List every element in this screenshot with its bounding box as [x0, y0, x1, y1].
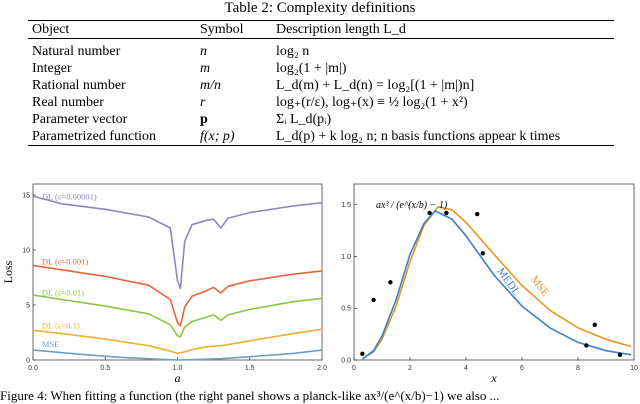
series-label-mse: MSE: [528, 274, 552, 299]
row-symbol: m: [200, 61, 211, 76]
x-tick-label: 1.5: [245, 365, 255, 372]
x-tick-label: 8: [576, 365, 580, 372]
formula-label: ax³ / (e^(x/b) − 1): [376, 200, 448, 211]
y-tick-label: 1.5: [341, 202, 351, 209]
data-point: [371, 297, 376, 303]
series-line-dl-0-00001-: [32, 195, 323, 290]
data-point: [480, 251, 485, 256]
series-label: DL (ε=0.00001): [42, 192, 97, 202]
x-tick-label: 6: [520, 365, 524, 372]
data-point: [617, 352, 623, 358]
table-row: Integer m log₂(1 + |m|): [28, 60, 614, 77]
table-row: Parameter vector p Σᵢ L_d(pᵢ): [28, 111, 614, 128]
y-tick-label: 10: [22, 248, 30, 255]
x-tick-label: 2.0: [317, 365, 327, 372]
series-line-dl-0-01-: [32, 294, 323, 338]
x-axis-label: x: [490, 371, 497, 385]
data-point: [584, 343, 589, 348]
row-desc: L_d(p) + k log₂ n; n basis functions app…: [272, 128, 614, 146]
header-description: Description length L_d: [272, 20, 614, 39]
row-desc: Σᵢ L_d(pᵢ): [276, 112, 332, 127]
data-point: [388, 280, 393, 285]
row-desc: log₂(1 + |m|): [276, 61, 347, 76]
row-symbol: n: [200, 44, 207, 59]
row-symbol: f(x; p): [196, 128, 272, 146]
complexity-table: Object Symbol Description length L_d Nat…: [28, 20, 614, 146]
y-tick-label: 0: [26, 358, 30, 365]
series-label: MSE: [42, 339, 59, 349]
data-point: [360, 351, 365, 356]
y-axis-label: Loss: [1, 260, 15, 283]
row-object: Natural number: [32, 44, 121, 59]
row-object: Parameter vector: [32, 112, 128, 127]
data-point: [444, 210, 449, 216]
table-row: Rational number m/n L_d(m) + L_d(n) = lo…: [28, 77, 614, 94]
row-desc: log₂ n: [276, 44, 310, 59]
y-tick-label: 0.5: [341, 306, 351, 313]
x-tick-label: 4: [464, 365, 468, 372]
y-tick-label: 5: [26, 303, 30, 310]
loss-vs-a-chart: 0.0 0.5 1.0 1.5 2.0 0 5 10 15 a Loss DL (ε=0.00001)…: [1, 183, 327, 385]
header-object: Object: [28, 20, 196, 39]
series-line-dl-0-1-: [32, 328, 323, 355]
row-desc: L_d(m) + L_d(n) = log₂[(1 + |m|)n]: [276, 78, 475, 93]
row-object: Real number: [32, 95, 104, 110]
table-caption: Table 2: Complexity definitions: [224, 0, 416, 16]
x-tick-label: 10: [630, 365, 638, 372]
series-label: DL (ε=0.1): [42, 320, 80, 330]
series-line-medl: [361, 210, 632, 360]
y-tick-label: 1.0: [341, 254, 351, 261]
series-line-mse: [361, 206, 632, 360]
series-line-mse: [32, 349, 323, 361]
x-tick-label: 2: [408, 365, 412, 372]
data-point: [592, 322, 597, 327]
data-point: [475, 211, 480, 217]
y-tick-label: 0.0: [341, 358, 351, 365]
table-row: Parametrized function f(x; p) L_d(p) + k…: [28, 128, 614, 146]
table-header-row: Object Symbol Description length L_d: [28, 20, 614, 39]
row-symbol: r: [200, 95, 206, 110]
x-tick-label: 1.0: [173, 365, 183, 372]
row-object: Parametrized function: [28, 128, 196, 146]
table-row: Natural number n log₂ n: [28, 39, 614, 61]
plot-frame: [353, 183, 635, 361]
x-tick-label: 0.5: [100, 365, 110, 372]
row-symbol: m/n: [200, 78, 221, 93]
series-line-dl-0-001-: [32, 264, 323, 327]
row-object: Rational number: [32, 78, 126, 93]
series-label: DL (ε=0.001): [42, 257, 88, 267]
figure-caption: Figure 4: When fitting a function (the r…: [0, 388, 500, 403]
x-tick-label: 0: [352, 365, 356, 372]
fit-chart: 0 2 4 6 8 10 0.0 0.5 1.0 1.5 x ax³ / (e^(x/b) − 1) M…: [341, 183, 638, 385]
table-row: Real number r log₊(r/ε), log₊(x) ≡ ½ log…: [28, 94, 614, 111]
data-point: [427, 210, 432, 216]
row-object: Integer: [32, 61, 72, 76]
x-tick-label: 0.0: [28, 365, 38, 372]
row-symbol: p: [200, 112, 208, 127]
header-symbol: Symbol: [196, 20, 272, 39]
row-desc: log₊(r/ε), log₊(x) ≡ ½ log₂(1 + x²): [276, 95, 468, 110]
y-tick-label: 15: [22, 193, 30, 200]
x-axis-label: a: [175, 371, 181, 385]
series-label: DL (ε=0.01): [42, 287, 84, 297]
